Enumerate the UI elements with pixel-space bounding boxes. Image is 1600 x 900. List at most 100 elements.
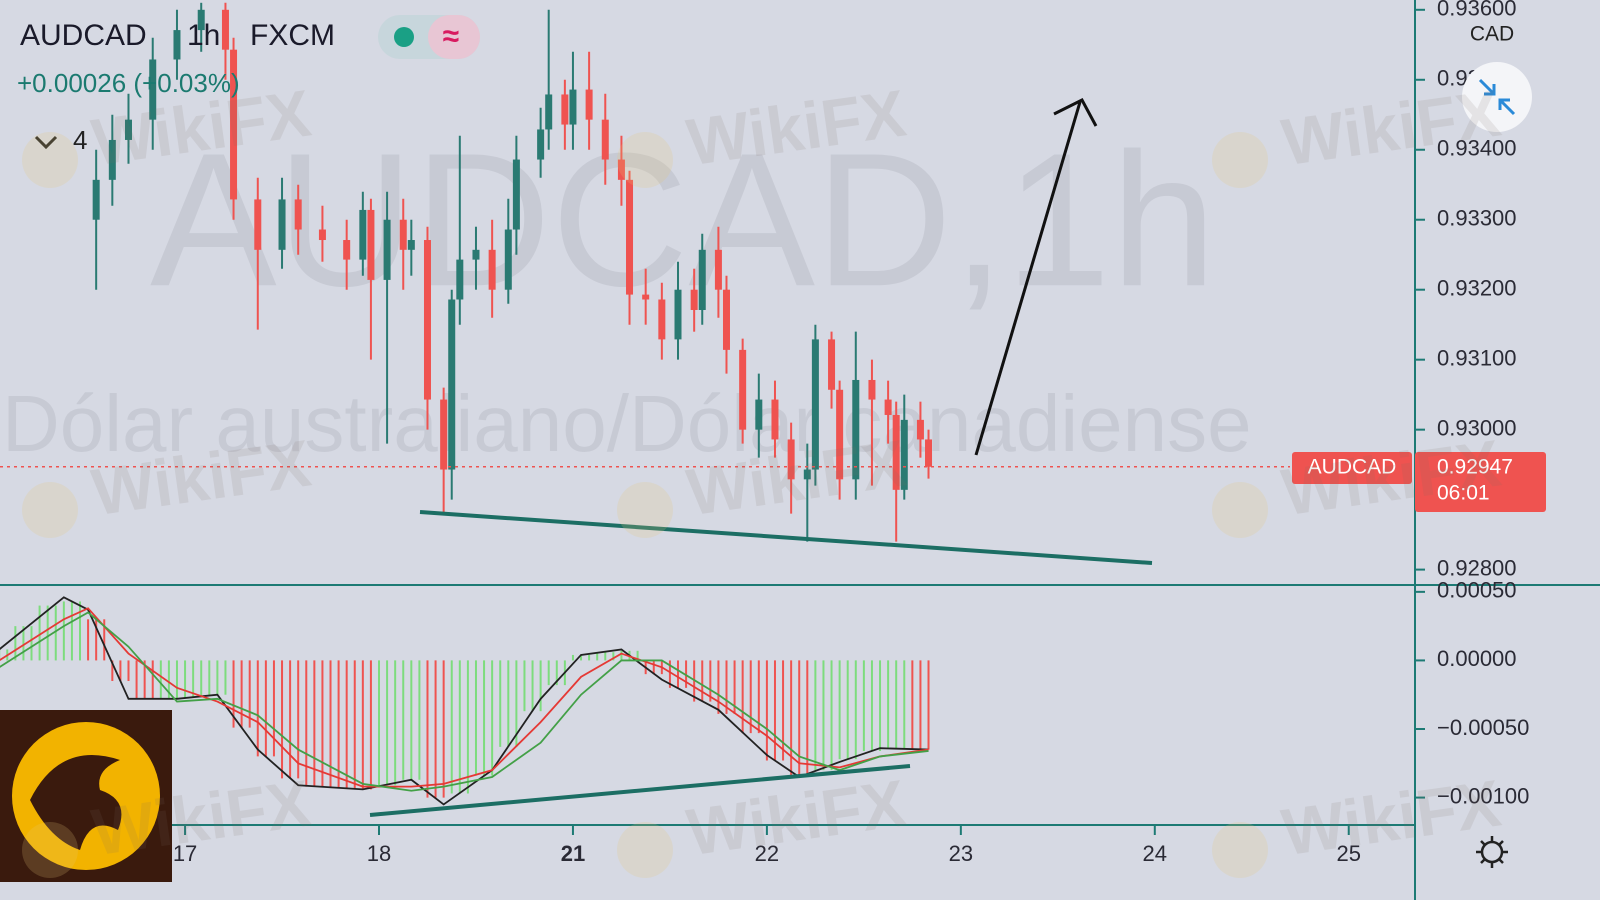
wikifx-watermark-icon (617, 482, 673, 538)
candle-body (617, 159, 625, 180)
support-trendline (419, 510, 1153, 565)
candle-body (399, 219, 407, 250)
candle-body (197, 9, 205, 31)
indicator-icon: ≈ (443, 20, 459, 53)
x-tick-label: 21 (561, 841, 585, 866)
candle-body (537, 129, 545, 160)
candle-body (254, 199, 262, 250)
y-tick-label: 0.00000 (1437, 646, 1517, 671)
wikifx-watermark-icon (1212, 482, 1268, 538)
indicator-line (0, 607, 929, 788)
candle-body (407, 240, 415, 250)
y-tick-label: 0.00050 (1437, 578, 1517, 603)
candle-body (674, 289, 682, 340)
candle-body (343, 240, 351, 260)
currency: CAD (1470, 23, 1514, 46)
candle-body (884, 399, 892, 415)
candle-body (722, 289, 730, 350)
indicator-pill[interactable] (428, 15, 480, 59)
y-tick-label: 0.93300 (1437, 206, 1517, 231)
plot (0, 2, 933, 806)
candle-body (173, 30, 181, 60)
interval[interactable]: 1h (187, 19, 220, 52)
candle-body (278, 199, 286, 250)
y-tick-label: 0.93400 (1437, 136, 1517, 161)
wikifx-watermark-icon (22, 822, 78, 878)
x-tick-label: 22 (755, 841, 779, 866)
candle-body (472, 249, 480, 260)
symbol-tag (1292, 452, 1412, 484)
candle-body (230, 49, 238, 200)
indicator-line (0, 611, 929, 792)
candle-body (852, 379, 860, 480)
x-tick-label: 17 (173, 841, 197, 866)
candle-body (626, 179, 634, 295)
last-price: 0.92947 (1437, 456, 1513, 479)
candle-body (367, 209, 375, 280)
candle-body (488, 249, 496, 290)
wikifx-watermark: WikiFX (1277, 75, 1505, 179)
candle-body (690, 289, 698, 310)
market-status-dot (394, 27, 414, 47)
y-tick-label: 0.93600 (1437, 0, 1517, 21)
candle-body (811, 339, 819, 470)
watermarks: AUDCAD,1h Dólar australiano/Dólar canadi… (2, 114, 1252, 468)
candle-body (512, 159, 520, 230)
candle-body (714, 249, 722, 290)
candle-body (440, 399, 448, 470)
candle-body (456, 259, 464, 300)
wikifx-watermark: WikiFX (682, 765, 910, 869)
candle-body (359, 209, 367, 260)
symbol-watermark: AUDCAD,1h (150, 114, 1216, 326)
indicator-line (0, 596, 929, 806)
price-change: +0.00026 (+0.03%) (17, 68, 240, 98)
candle-body (221, 9, 229, 50)
candle-body (124, 119, 132, 140)
candle-body (755, 399, 763, 430)
x-tick-label: 18 (367, 841, 391, 866)
candle-body (448, 299, 456, 470)
y-tick-label: 0.92800 (1437, 555, 1517, 580)
candle-body (108, 139, 116, 180)
candle-body (836, 389, 844, 480)
countdown: 06:01 (1437, 482, 1490, 505)
wikifx-watermark-icon (1212, 132, 1268, 188)
axes: 0.928000.929000.930000.931000.932000.933… (173, 0, 1530, 866)
y-tick-label: 0.93200 (1437, 276, 1517, 301)
wikifx-watermark-icon (22, 132, 78, 188)
wikifx-watermark: WikiFX (1277, 765, 1505, 869)
x-tick-label: 25 (1336, 841, 1360, 866)
y-tick-label: 0.93000 (1437, 415, 1517, 440)
candle-body (787, 439, 795, 480)
candle-body (294, 199, 302, 230)
minimize-icon (1478, 78, 1516, 116)
candle-body (698, 249, 706, 310)
wikifx-watermark-icon (1212, 822, 1268, 878)
candle-body (868, 379, 876, 400)
candle-body (892, 414, 900, 490)
y-tick-label: −0.00100 (1437, 783, 1529, 808)
indicator-count: 4 (73, 125, 87, 155)
last-price-tag (1415, 452, 1546, 512)
arrow-head (1053, 98, 1098, 127)
macd-trendline (369, 764, 911, 817)
candle-body (916, 419, 924, 440)
candle-body (383, 219, 391, 280)
candle-body (561, 94, 569, 125)
y-tick-label: −0.00050 (1437, 715, 1529, 740)
wikifx-watermark-icon (22, 482, 78, 538)
candle-body (658, 299, 666, 340)
exchange: FXCM (250, 19, 335, 52)
candle-body (545, 94, 553, 130)
candle-body (739, 349, 747, 430)
description-watermark: Dólar australiano/Dólar canadiense (2, 379, 1252, 468)
collapse-chevron[interactable] (34, 135, 58, 150)
candle-body (504, 229, 512, 290)
wikifx-watermark-icon (617, 132, 673, 188)
candle-body (585, 89, 593, 120)
x-tick-label: 23 (949, 841, 973, 866)
y-tick-label: 0.93100 (1437, 345, 1517, 370)
minimize-button[interactable] (1462, 62, 1532, 132)
candle-body (149, 59, 157, 120)
candle-body (601, 119, 609, 160)
